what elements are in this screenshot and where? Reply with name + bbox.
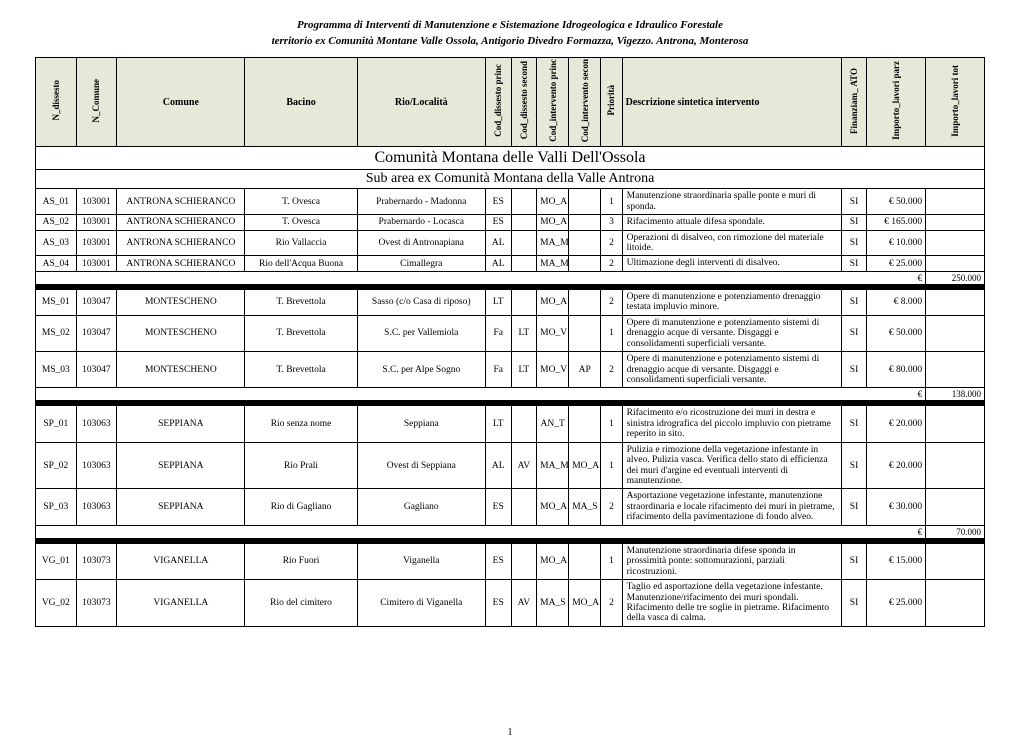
table-row: SP_03103063SEPPIANARio di GaglianoGaglia… bbox=[36, 489, 985, 525]
table-header: N_dissesto N_Comune Comune Bacino Rio/Lo… bbox=[36, 58, 985, 147]
col-imp-parz: Importo_lavori parz bbox=[867, 58, 926, 147]
table-row: SP_01103063SEPPIANARio senza nomeSeppian… bbox=[36, 406, 985, 442]
table-row: AS_02103001ANTRONA SCHIERANCOT. OvescaPr… bbox=[36, 215, 985, 230]
table-row: AS_04103001ANTRONA SCHIERANCORio dell'Ac… bbox=[36, 256, 985, 271]
table-row: MS_02103047MONTESCHENOT. BrevettolaS.C. … bbox=[36, 315, 985, 351]
col-imp-tot: Importo_lavori tot bbox=[926, 58, 985, 147]
table-row: AS_03103001ANTRONA SCHIERANCORio Vallacc… bbox=[36, 230, 985, 256]
col-rio: Rio/Località bbox=[357, 58, 485, 147]
col-cod-i-p: Cod_intervento princ bbox=[537, 58, 569, 147]
table-body: Comunità Montana delle Valli Dell'Ossola… bbox=[36, 147, 985, 627]
section-heading-2: Sub area ex Comunità Montana della Valle… bbox=[36, 170, 985, 189]
table-row: VG_02103073VIGANELLARio del cimiteroCimi… bbox=[36, 580, 985, 627]
col-cod-i-s: Cod_intervento secon bbox=[569, 58, 601, 147]
table-row: MS_01103047MONTESCHENOT. BrevettolaSasso… bbox=[36, 289, 985, 315]
col-bacino: Bacino bbox=[245, 58, 357, 147]
col-descrizione: Descrizione sintetica intervento bbox=[622, 58, 841, 147]
title-line-1: Programma di Interventi di Manutenzione … bbox=[35, 19, 985, 31]
subtotal-row: €70.000 bbox=[36, 525, 985, 538]
col-n-dissesto: N_dissesto bbox=[36, 58, 77, 147]
page-number: 1 bbox=[35, 727, 985, 738]
main-table: N_dissesto N_Comune Comune Bacino Rio/Lo… bbox=[35, 57, 985, 627]
col-n-comune: N_Comune bbox=[76, 58, 117, 147]
table-row: MS_03103047MONTESCHENOT. BrevettolaS.C. … bbox=[36, 352, 985, 388]
table-row: AS_01103001ANTRONA SCHIERANCOT. OvescaPr… bbox=[36, 189, 985, 215]
title-line-2: territorio ex Comunità Montane Valle Oss… bbox=[35, 35, 985, 47]
col-cod-d-s: Cod_dissesto second bbox=[511, 58, 537, 147]
subtotal-row: €250.000 bbox=[36, 271, 985, 284]
col-comune: Comune bbox=[117, 58, 245, 147]
col-finanziam: Finanziam_ ATO bbox=[841, 58, 867, 147]
col-priorita: Priorità bbox=[601, 58, 622, 147]
col-cod-d-p: Cod_dissesto princ bbox=[485, 58, 511, 147]
subtotal-row: €138.000 bbox=[36, 388, 985, 401]
section-heading-1: Comunità Montana delle Valli Dell'Ossola bbox=[36, 147, 985, 170]
table-row: SP_02103063SEPPIANARio PraliOvest di Sep… bbox=[36, 442, 985, 489]
table-row: VG_01103073VIGANELLARio FuoriViganellaES… bbox=[36, 543, 985, 579]
